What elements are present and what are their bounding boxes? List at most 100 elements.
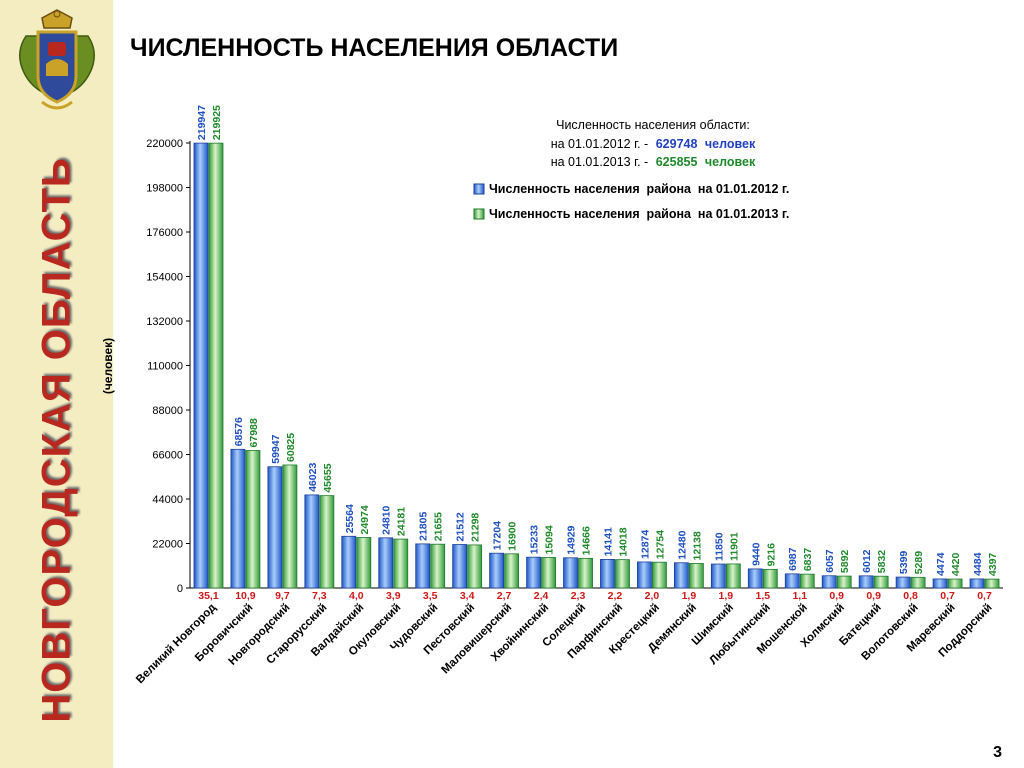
bar-2013: [836, 575, 852, 589]
bar-2012: [489, 552, 505, 589]
sidebar-panel: НОВГОРОДСКАЯ ОБЛАСТЬ: [0, 0, 113, 768]
bar-value-label: 5892: [839, 550, 851, 574]
bar-2012: [563, 557, 578, 589]
info-line-1: Численность населения области:: [556, 118, 750, 132]
share-label: 35,1: [198, 590, 219, 602]
bar-value-label: 14018: [617, 527, 629, 556]
y-tick-label: 154000: [146, 272, 183, 284]
legend-swatch-2013: [473, 208, 485, 220]
share-label: 1,9: [719, 590, 734, 602]
bar-value-label: 4420: [950, 553, 962, 577]
y-tick-label: 22000: [152, 539, 183, 551]
y-tick-label: 132000: [146, 316, 183, 328]
share-label: 0,9: [829, 590, 844, 602]
bar-value-label: 219947: [196, 105, 208, 140]
bar-2012: [932, 578, 948, 589]
share-label: 2,2: [608, 590, 623, 602]
bar-value-label: 9216: [765, 543, 777, 567]
info-2013-prefix: на 01.01.2013 г. -: [551, 155, 649, 169]
legend-swatch-2012: [473, 183, 485, 195]
bar-2013: [467, 544, 483, 589]
bar-2013: [541, 557, 556, 589]
bar-2013: [984, 578, 1000, 589]
bar-value-label: 12138: [691, 531, 703, 560]
bar-value-label: 24810: [381, 505, 393, 534]
bar-2013: [282, 464, 298, 589]
bar-2013: [910, 576, 926, 589]
bar-value-label: 24181: [396, 507, 408, 536]
bar-2012: [193, 142, 209, 589]
category-label: Маловишерский: [439, 602, 514, 677]
y-tick-label: 220000: [146, 138, 183, 150]
y-tick-label: 88000: [152, 405, 183, 417]
info-box: Численность населения области: на 01.01.…: [551, 118, 756, 169]
bar-value-label: 59947: [270, 434, 282, 463]
share-label: 4,0: [349, 590, 364, 602]
info-2012-value: 629748: [656, 137, 698, 151]
bar-value-label: 14141: [602, 527, 614, 556]
bar-value-label: 21512: [455, 512, 467, 541]
bar-value-label: 6837: [802, 548, 814, 572]
share-label: 3,5: [423, 590, 438, 602]
bar-value-label: 67988: [248, 418, 260, 447]
bar-2013: [504, 553, 520, 589]
y-tick-label: 66000: [152, 450, 183, 462]
bar-2012: [637, 561, 652, 589]
share-label: 0,9: [866, 590, 881, 602]
bar-2013: [873, 575, 889, 589]
bar-2012: [747, 568, 763, 589]
bar-2012: [304, 494, 320, 589]
bar-value-label: 6012: [861, 549, 873, 573]
bar-2012: [230, 448, 246, 589]
bar-value-label: 5289: [913, 551, 925, 575]
bar-value-label: 11850: [713, 532, 725, 561]
bar-2013: [393, 538, 409, 589]
y-axis-label: (человек): [101, 338, 115, 394]
bar-2013: [947, 578, 963, 589]
share-label: 0,7: [977, 590, 992, 602]
bar-value-label: 68576: [233, 417, 245, 446]
legend: Численность населения района на 01.01.20…: [473, 182, 789, 221]
bar-2013: [688, 563, 704, 589]
bar-2012: [600, 558, 615, 589]
bar-value-label: 21655: [433, 512, 445, 541]
bar-value-label: 60825: [285, 433, 297, 462]
bar-value-label: 46023: [307, 463, 319, 492]
bar-value-label: 6987: [787, 547, 799, 571]
y-tick-label: 110000: [147, 361, 183, 373]
bar-2012: [341, 535, 357, 589]
bar-value-label: 9440: [750, 542, 762, 566]
bar-2012: [415, 543, 431, 589]
share-label: 3,9: [386, 590, 401, 602]
bar-value-label: 219925: [211, 105, 223, 140]
y-tick-label: 176000: [146, 227, 183, 239]
share-label: 1,9: [682, 590, 697, 602]
bar-value-label: 4484: [972, 552, 984, 576]
bar-value-label: 14929: [566, 525, 578, 554]
bar-value-label: 5832: [876, 550, 888, 574]
bar-2012: [710, 563, 726, 589]
share-label: 3,4: [460, 590, 475, 602]
bar-value-label: 15094: [544, 525, 556, 554]
bar-value-label: 16900: [507, 521, 519, 550]
svg-text:на 01.01.2012 г. - 62974: на 01.01.2012 г. - 629748 человек: [551, 137, 756, 151]
bar-value-label: 5399: [898, 551, 910, 575]
share-label: 1,5: [755, 590, 770, 602]
bar-2012: [452, 544, 468, 589]
info-2013-value: 625855: [656, 155, 698, 169]
y-tick-label: 0: [177, 583, 183, 595]
bar-2012: [267, 466, 283, 589]
bar-2012: [895, 576, 911, 589]
share-label: 1,1: [792, 590, 807, 602]
bar-value-label: 14666: [581, 526, 593, 555]
bar-value-label: 17204: [492, 521, 504, 550]
share-label: 2,7: [497, 590, 512, 602]
bar-2012: [673, 562, 689, 589]
bar-value-label: 24974: [359, 505, 371, 534]
bar-2013: [725, 563, 741, 589]
bar-value-label: 15233: [529, 525, 541, 554]
share-label: 7,3: [312, 590, 327, 602]
page-title: ЧИСЛЕННОСТЬ НАСЕЛЕНИЯ ОБЛАСТИ: [130, 34, 619, 62]
bar-2012: [784, 573, 800, 589]
share-label: 2,3: [571, 590, 586, 602]
